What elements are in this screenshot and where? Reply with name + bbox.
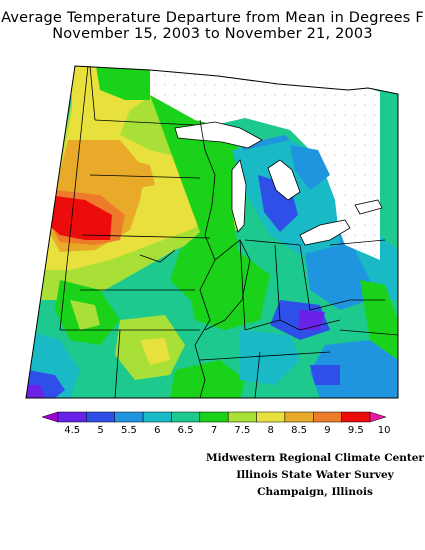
- color-scale-bar: [41, 411, 387, 423]
- scale-tick-label: 10: [377, 425, 391, 436]
- scale-arrow-low: [41, 411, 59, 423]
- scale-tick-label: 8.5: [291, 425, 308, 436]
- scale-tick-label: 9.5: [347, 425, 364, 436]
- great-lakes: [174, 121, 383, 246]
- scale-swatch: [57, 411, 87, 423]
- scale-tick-label: 5: [97, 425, 104, 436]
- scale-tick-label: 6: [154, 425, 161, 436]
- scale-swatch: [284, 411, 314, 423]
- credit-line3: Champaign, Illinois: [257, 486, 373, 498]
- credit-line2: Illinois State Water Survey: [236, 469, 394, 481]
- scale-swatch: [142, 411, 172, 423]
- state-boundaries: [59, 65, 399, 399]
- scale-tick-label: 5.5: [120, 425, 137, 436]
- scale-tick-label: 7.5: [234, 425, 251, 436]
- scale-swatch: [114, 411, 144, 423]
- map-title-line1: Average Temperature Departure from Mean …: [1, 10, 424, 26]
- scale-swatch: [341, 411, 371, 423]
- scale-swatch: [313, 411, 342, 423]
- scale-tick-label: 4.5: [64, 425, 81, 436]
- map-title-line2: November 15, 2003 to November 21, 2003: [52, 26, 373, 42]
- scale-tick-label: 9: [324, 425, 331, 436]
- scale-tick-label: 8: [267, 425, 274, 436]
- scale-swatch: [256, 411, 286, 423]
- scale-swatch: [199, 411, 229, 423]
- scale-tick-label: 6.5: [177, 425, 194, 436]
- scale-swatch: [171, 411, 201, 423]
- scale-tick-label: 7: [210, 425, 218, 436]
- scale-swatch: [86, 411, 115, 423]
- credit-line1: Midwestern Regional Climate Center: [206, 452, 424, 464]
- map-frame: [25, 65, 399, 399]
- scale-arrow-high: [369, 411, 387, 423]
- scale-swatch: [227, 411, 257, 423]
